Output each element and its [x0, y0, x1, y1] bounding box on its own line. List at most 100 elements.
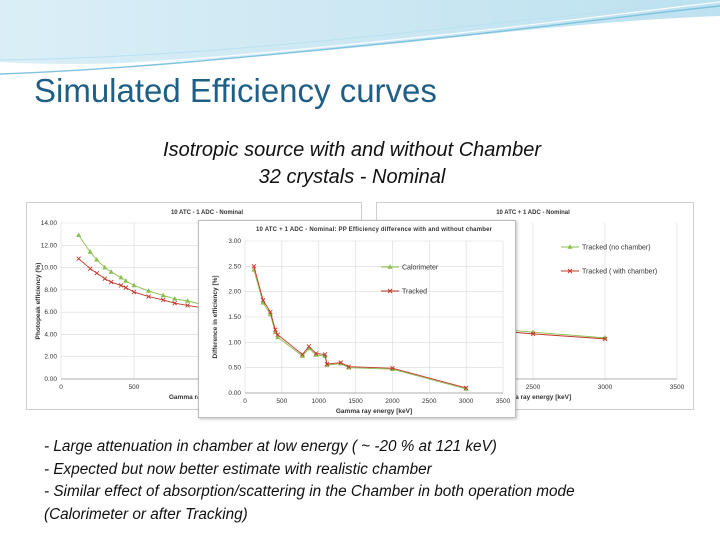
data-point	[260, 300, 266, 305]
x-tick-label: 500	[276, 398, 287, 405]
x-tick-label: 3000	[598, 384, 613, 391]
data-point	[306, 345, 312, 351]
y-tick-label: 1.00	[228, 339, 241, 346]
legend-label: Tracked	[402, 288, 427, 295]
y-tick-label: 4.00	[44, 331, 57, 338]
data-point	[94, 270, 100, 276]
data-point	[123, 278, 129, 283]
data-point	[118, 283, 124, 288]
chart-title: 10 ATC + 1 ADC - Nominal	[496, 210, 570, 216]
data-point	[87, 266, 93, 272]
legend-label: Tracked (no chamber)	[582, 244, 651, 251]
data-point	[530, 331, 536, 337]
data-point	[268, 309, 273, 315]
data-point	[118, 274, 124, 280]
x-axis-label: Gamma ray energy [keV]	[495, 394, 571, 401]
x-tick-label: 0	[59, 384, 63, 391]
legend-marker	[387, 288, 393, 294]
data-point	[299, 353, 306, 358]
legend-marker	[387, 264, 393, 269]
chart-front-svg: 0.00 0.50 1.00 1.50 2.00 2.50 3.00 0 500 1000 1500…	[212, 227, 511, 415]
conclusion-notes: - Large attenuation in chamber at low en…	[44, 436, 704, 526]
y-tick-label: 0.00	[228, 390, 241, 397]
y-tick-label: 3.00	[228, 238, 241, 245]
data-point	[463, 385, 469, 391]
y-tick-label: 10.00	[41, 265, 58, 272]
y-tick-label: 6.00	[44, 309, 57, 316]
slide-title: Simulated Efficiency curves	[34, 72, 437, 109]
note-line: - Expected but now better estimate with …	[44, 460, 432, 478]
note-line: - Similar effect of absorption/scatterin…	[44, 483, 575, 500]
x-tick-label: 3000	[459, 398, 474, 405]
data-point	[306, 344, 312, 349]
data-point	[313, 352, 319, 357]
note-line: - Large attenuation in chamber at low en…	[44, 438, 497, 455]
x-tick-label: 0	[243, 398, 247, 405]
data-point	[146, 288, 152, 293]
y-tick-label: 0.50	[228, 365, 241, 372]
y-axis-label: Difference in efficiency [%]	[212, 275, 219, 358]
x-tick-label: 3500	[670, 384, 685, 391]
chart-title: 10 ATC - 1 ADC - Nominal	[171, 210, 243, 216]
y-tick-label: 8.00	[44, 287, 57, 294]
note-line: (Calorimeter or after Tracking)	[44, 505, 248, 523]
y-tick-label: 0.00	[44, 376, 57, 383]
data-point	[131, 282, 137, 288]
y-tick-label: 14.00	[41, 220, 58, 227]
data-point	[300, 352, 305, 357]
data-point	[346, 364, 352, 369]
y-tick-label: 12.00	[41, 242, 58, 249]
data-point	[338, 360, 344, 365]
data-point	[322, 352, 328, 357]
y-tick-label: 1.50	[228, 314, 241, 321]
efficiency-difference-chart: 0.00 0.50 1.00 1.50 2.00 2.50 3.00 0 500 1000 1500…	[198, 220, 516, 418]
data-point	[272, 327, 278, 332]
data-point	[102, 264, 108, 270]
y-axis-label: Photopeak efficiency (%)	[35, 263, 42, 340]
data-point	[160, 297, 166, 303]
data-point	[275, 332, 281, 338]
x-tick-label: 1500	[348, 398, 363, 405]
legend-marker	[567, 244, 573, 249]
y-tick-label: 2.50	[228, 263, 241, 270]
series-line	[253, 269, 467, 390]
x-tick-label: 2000	[385, 398, 400, 405]
x-tick-label: 3500	[496, 398, 511, 405]
x-tick-label: 2500	[526, 384, 541, 391]
legend-marker	[567, 268, 573, 274]
data-point	[87, 249, 93, 254]
y-tick-label: 2.00	[228, 289, 241, 296]
data-point	[76, 256, 81, 261]
data-point	[172, 295, 178, 301]
data-point	[184, 298, 191, 303]
data-point	[94, 256, 100, 262]
data-point	[390, 365, 395, 371]
x-tick-label: 1000	[311, 398, 326, 405]
data-point	[260, 297, 266, 303]
x-axis-label: Gamma ray energy [keV]	[336, 408, 412, 415]
data-point	[76, 232, 82, 238]
data-point	[602, 336, 608, 342]
data-point	[123, 285, 129, 290]
legend-label: Tracked ( with chamber)	[582, 268, 657, 275]
series-line	[253, 266, 467, 389]
data-point	[108, 269, 114, 274]
data-point	[146, 294, 151, 299]
data-point	[324, 361, 330, 367]
data-point	[275, 334, 281, 340]
data-point	[313, 351, 319, 356]
subtitle-line-1: Isotropic source with and without Chambe…	[163, 139, 541, 161]
data-point	[160, 292, 166, 298]
y-tick-label: 2.00	[44, 354, 57, 361]
legend-label: Calorimeter	[402, 264, 439, 271]
x-tick-label: 2500	[422, 398, 437, 405]
data-point	[185, 303, 190, 308]
subtitle-line-2: 32 crystals - Nominal	[258, 166, 446, 188]
data-point	[251, 264, 257, 269]
x-tick-label: 500	[129, 384, 140, 391]
header-wave-decoration	[0, 0, 720, 75]
chart-title: 10 ATC + 1 ADC - Nominal: PP Efficiency …	[256, 227, 493, 233]
data-point	[172, 300, 178, 306]
data-point	[102, 276, 108, 282]
data-point	[108, 279, 114, 285]
